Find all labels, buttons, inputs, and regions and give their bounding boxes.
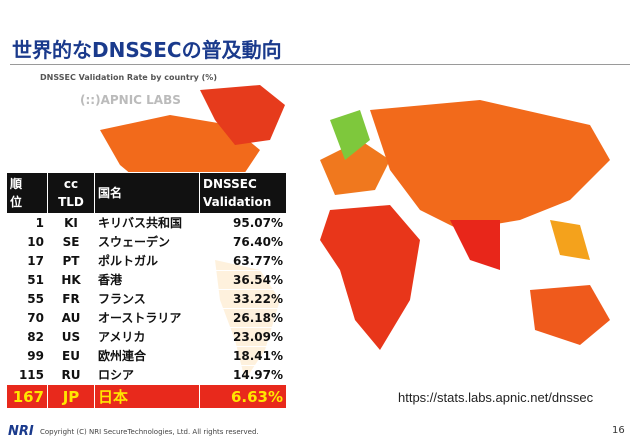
header-row: 順 位 cc TLD 国名 DNSSEC Validation (6, 172, 287, 214)
region (200, 85, 285, 145)
table-cell: 36.54% (199, 270, 287, 290)
table-cell: US (47, 327, 95, 347)
region (550, 220, 590, 260)
table-cell: 17 (6, 251, 48, 271)
region (450, 220, 500, 270)
table-cell: PT (47, 251, 95, 271)
table-cell: EU (47, 346, 95, 366)
copyright: Copyright (C) NRI SecureTechnologies, Lt… (40, 428, 259, 436)
table-row: 70 AU オーストラリア 26.18% (6, 308, 287, 328)
table-cell: キリバス共和国 (94, 213, 200, 233)
table-cell: 95.07% (199, 213, 287, 233)
table-cell: KI (47, 213, 95, 233)
table-cell: SE (47, 232, 95, 252)
header-cell: 国名 (94, 172, 200, 214)
table-cell: 香港 (94, 270, 200, 290)
table-cell: 55 (6, 289, 48, 309)
table-cell: ロシア (94, 365, 200, 385)
table-cell: 1 (6, 213, 48, 233)
table-cell: スウェーデン (94, 232, 200, 252)
table-cell: 26.18% (199, 308, 287, 328)
region (370, 100, 610, 230)
table-cell: FR (47, 289, 95, 309)
table-cell: 82 (6, 327, 48, 347)
table-row: 17 PT ポルトガル 63.77% (6, 251, 287, 271)
slide-title: 世界的なDNSSECの普及動向 (12, 38, 282, 62)
table-cell: 63.77% (199, 251, 287, 271)
table-cell: 167 (6, 384, 48, 409)
title-rule (10, 64, 630, 65)
table-row: 10 SE スウェーデン 76.40% (6, 232, 287, 252)
table-cell: 18.41% (199, 346, 287, 366)
table-cell: 23.09% (199, 327, 287, 347)
map-caption: DNSSEC Validation Rate by country (%) (40, 73, 217, 82)
table-row: 167 JP 日本 6.63% (6, 384, 287, 409)
ranking-table: 順 位 cc TLD 国名 DNSSEC Validation 1 KI キリバス共和国 95… (6, 172, 287, 409)
header-cell: DNSSEC Validation (199, 172, 287, 214)
page-number: 16 (612, 425, 625, 436)
table-cell: 欧州連合 (94, 346, 200, 366)
source-url: https://stats.labs.apnic.net/dnssec (398, 390, 594, 405)
table-cell: オーストラリア (94, 308, 200, 328)
table-cell: HK (47, 270, 95, 290)
table-cell: 76.40% (199, 232, 287, 252)
header-cell: cc TLD (47, 172, 95, 214)
table-cell: アメリカ (94, 327, 200, 347)
company-logo: NRI (8, 424, 34, 439)
table-cell: 10 (6, 232, 48, 252)
table-row: 55 FR フランス 33.22% (6, 289, 287, 309)
table-cell: 115 (6, 365, 48, 385)
table-cell: 99 (6, 346, 48, 366)
table-cell: JP (47, 384, 95, 409)
table-row: 82 US アメリカ 23.09% (6, 327, 287, 347)
table-row: 1 KI キリバス共和国 95.07% (6, 213, 287, 233)
region (330, 110, 370, 160)
table-cell: 日本 (94, 384, 200, 409)
table-cell: AU (47, 308, 95, 328)
region (320, 140, 390, 195)
table-cell: RU (47, 365, 95, 385)
region (530, 285, 610, 345)
table-cell: 70 (6, 308, 48, 328)
table-cell: ポルトガル (94, 251, 200, 271)
table-row: 99 EU 欧州連合 18.41% (6, 346, 287, 366)
table-cell: 14.97% (199, 365, 287, 385)
header-cell: 順 位 (6, 172, 48, 214)
region (320, 205, 420, 350)
table-row: 51 HK 香港 36.54% (6, 270, 287, 290)
table-cell: フランス (94, 289, 200, 309)
table-cell: 33.22% (199, 289, 287, 309)
table-row: 115 RU ロシア 14.97% (6, 365, 287, 385)
table-cell: 6.63% (199, 384, 287, 409)
table-cell: 51 (6, 270, 48, 290)
map-source-logo: (::)APNIC LABS (80, 93, 181, 107)
